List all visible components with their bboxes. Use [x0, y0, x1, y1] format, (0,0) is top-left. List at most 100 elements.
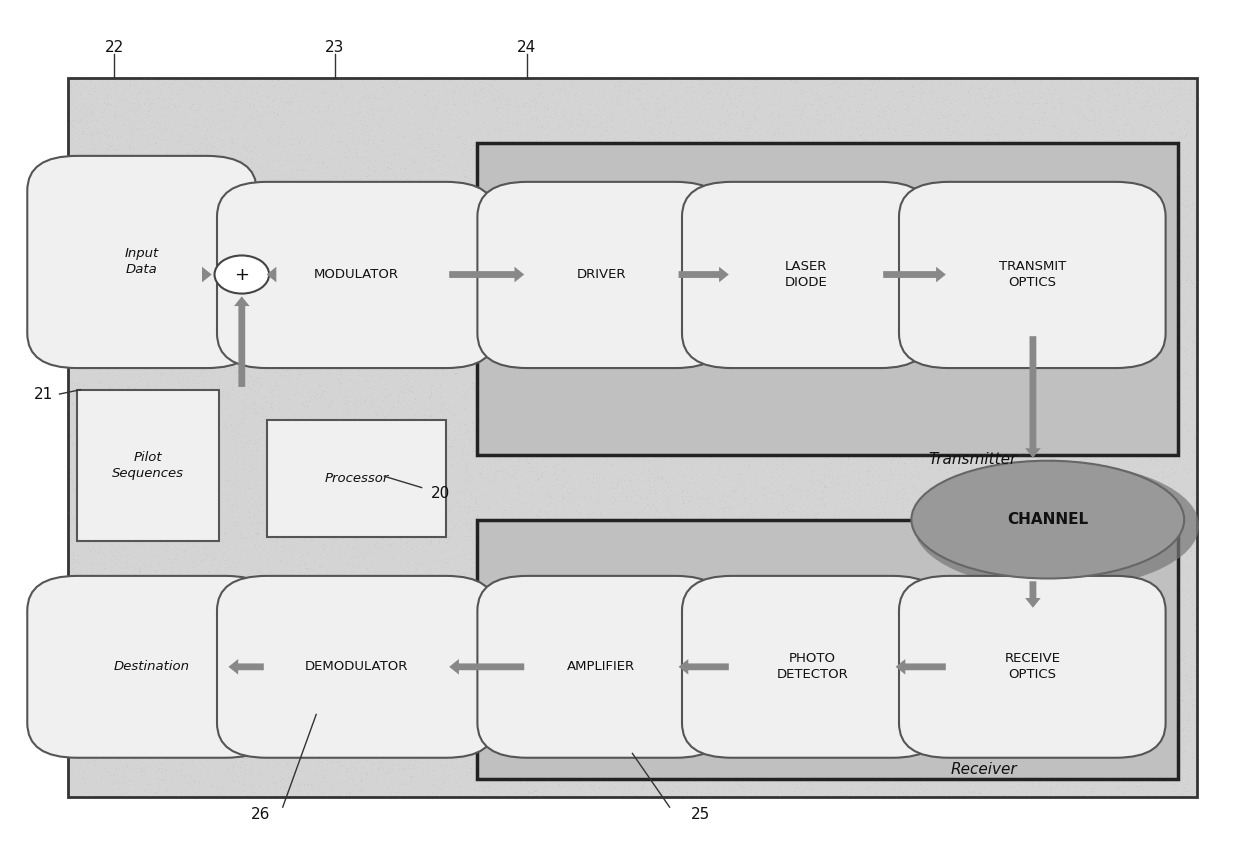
Point — [1095, 391, 1115, 405]
Point — [1104, 398, 1123, 412]
Point — [771, 628, 791, 642]
Point — [337, 239, 357, 253]
Point — [1053, 157, 1073, 171]
Point — [559, 372, 579, 386]
Point — [614, 342, 634, 356]
Point — [930, 380, 950, 394]
Point — [124, 158, 144, 172]
Point — [1132, 101, 1152, 115]
Point — [1161, 630, 1180, 643]
Point — [469, 184, 489, 197]
Point — [977, 230, 997, 244]
Point — [999, 383, 1019, 397]
Point — [366, 730, 386, 744]
Point — [1033, 211, 1053, 225]
Point — [146, 286, 166, 300]
Point — [838, 209, 858, 223]
Point — [73, 439, 93, 453]
Point — [201, 475, 221, 488]
Point — [169, 450, 188, 464]
Point — [642, 455, 662, 469]
Point — [1130, 368, 1149, 382]
Point — [952, 229, 972, 242]
Point — [361, 724, 381, 738]
Point — [185, 397, 205, 411]
Point — [618, 261, 637, 275]
Point — [1049, 744, 1069, 758]
Point — [1135, 633, 1154, 647]
Point — [216, 613, 236, 627]
Point — [294, 595, 314, 609]
Point — [1142, 397, 1162, 410]
Point — [481, 88, 501, 102]
Point — [197, 604, 217, 617]
Point — [593, 473, 613, 487]
Point — [786, 210, 806, 223]
Point — [764, 716, 784, 730]
Point — [278, 81, 298, 95]
Point — [314, 687, 334, 701]
Point — [60, 319, 79, 333]
Point — [661, 80, 681, 94]
Point — [708, 398, 728, 412]
Point — [887, 678, 906, 692]
Point — [1131, 501, 1151, 514]
Point — [1152, 130, 1172, 144]
Point — [587, 606, 606, 620]
Point — [1012, 618, 1032, 632]
Point — [188, 100, 208, 113]
Point — [141, 428, 161, 442]
Point — [849, 667, 869, 681]
Point — [521, 560, 541, 574]
Point — [433, 277, 453, 291]
Point — [162, 291, 182, 305]
Point — [773, 488, 792, 501]
Point — [408, 169, 428, 183]
Point — [1136, 99, 1156, 113]
Point — [678, 663, 698, 677]
Point — [656, 253, 676, 267]
Point — [965, 89, 985, 103]
Point — [1013, 173, 1033, 187]
Point — [332, 221, 352, 235]
Point — [606, 172, 626, 186]
Point — [151, 667, 171, 681]
Point — [666, 669, 686, 683]
Point — [749, 624, 769, 638]
Point — [103, 609, 123, 623]
Point — [104, 591, 124, 605]
Point — [145, 372, 165, 386]
Point — [1163, 396, 1183, 410]
Point — [226, 498, 246, 512]
Point — [315, 141, 335, 155]
Point — [1126, 420, 1146, 434]
Point — [1085, 503, 1105, 517]
Point — [529, 709, 549, 723]
Point — [1133, 220, 1153, 234]
Point — [1100, 320, 1120, 334]
Point — [693, 92, 713, 106]
Point — [470, 599, 490, 613]
Point — [939, 414, 959, 428]
Point — [298, 84, 317, 98]
Point — [1167, 204, 1187, 218]
Point — [60, 747, 79, 761]
Point — [81, 434, 100, 448]
Point — [58, 175, 78, 189]
Point — [904, 783, 924, 797]
Point — [1172, 581, 1192, 595]
Point — [707, 344, 727, 358]
Point — [746, 653, 766, 667]
Point — [991, 449, 1011, 462]
Point — [980, 559, 999, 573]
Point — [708, 99, 728, 113]
Point — [327, 316, 347, 330]
Point — [280, 483, 300, 497]
Point — [897, 330, 916, 344]
Point — [409, 336, 429, 350]
Point — [831, 456, 851, 469]
Point — [870, 191, 890, 204]
Point — [849, 436, 869, 450]
Point — [862, 407, 882, 421]
Point — [232, 123, 252, 137]
